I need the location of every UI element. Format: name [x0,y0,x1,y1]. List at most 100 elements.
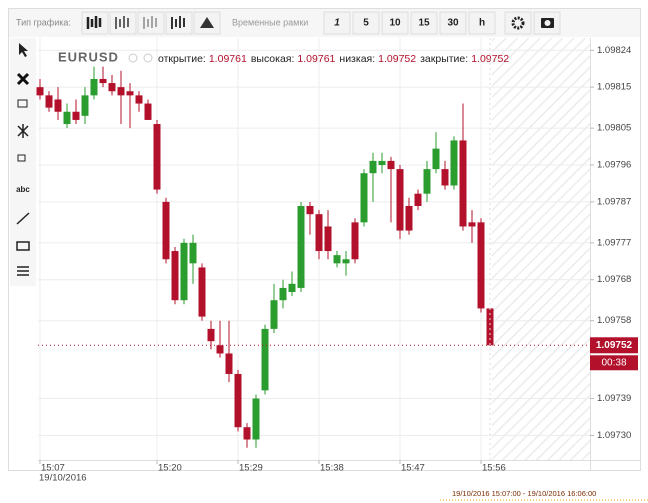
candle-body [405,205,413,231]
last-price-label: 1.09752 [596,340,633,351]
range-label: 19/10/2016 15:07:00 - 19/10/2016 16:06:0… [452,489,596,498]
candle-body [234,373,242,428]
copy-tool[interactable] [17,154,26,162]
gear-icon [511,16,525,30]
candle-body [243,427,251,440]
text-tool[interactable]: abc [16,185,30,194]
candle-body [414,193,422,206]
y-tick-label: 1.09758 [597,315,631,326]
candle-body [216,345,224,354]
icon [115,16,129,29]
magnet-tool[interactable] [17,124,29,138]
candle-body [342,259,350,264]
rect-tool[interactable] [16,241,30,251]
timeframe-text: 5 [363,18,369,29]
x-tick-label: 15:20 [158,463,182,474]
candle-body [297,205,305,288]
bars-button[interactable] [109,11,137,35]
candle-body [369,160,377,174]
timeframe-button[interactable] [323,11,351,35]
candle-body [459,140,467,227]
timeframe-buttons[interactable]: 1 5 10 15 30 h [323,11,496,35]
y-tick-label: 1.09796 [597,160,631,171]
y-tick-label: 1.09768 [597,274,631,285]
timeframe-text: 15 [418,18,430,29]
info-value: 1.09761 [209,53,247,65]
icon [171,16,185,29]
candle-body [90,78,98,96]
y-tick-label: 1.09730 [597,430,631,441]
y-tick-label: 1.09777 [597,237,631,248]
menu-tool[interactable] [17,266,29,276]
chart-type-label: Тип графика: [16,17,71,27]
candle-body [189,242,197,264]
timeframe-button[interactable] [468,11,496,35]
candle-body [378,160,386,166]
cursor-tool[interactable] [19,43,28,57]
candle-body [63,111,71,125]
info-value: 1.09761 [297,53,335,65]
candle-body [441,169,449,186]
candle-body [225,353,233,374]
candle-body [99,78,107,84]
candle-body [135,95,143,104]
info-label: высокая: [251,53,295,65]
y-tick-label: 1.09815 [597,82,631,93]
settings-button[interactable] [504,11,532,35]
y-tick-label: 1.09787 [597,196,631,207]
candles [36,66,494,448]
chart-type-buttons[interactable] [81,11,221,35]
ohlc-info: открытие: 1.09761 высокая: 1.09761 низкая: 1.… [158,53,509,65]
candle-body [207,328,215,342]
x-tick-label: 15:29 [239,463,263,474]
settings-icon[interactable] [143,53,153,63]
candle-body [261,328,269,391]
candle-body [117,87,125,96]
candle-body [72,111,80,120]
icon [143,16,157,29]
timeframe-button[interactable] [439,11,467,35]
candle-body [477,222,485,309]
eye-icon[interactable] [128,53,138,63]
timeframe-label: Временные рамки [232,17,308,27]
candle-body [45,95,53,108]
delete-tool[interactable] [16,72,30,86]
timeframe-button[interactable] [410,11,438,35]
candle-body [423,169,431,194]
candle-body [108,83,116,92]
candle-body [270,300,278,329]
candle-body [324,226,332,252]
candle-body [36,87,44,96]
timeframe-button[interactable] [352,11,380,35]
candle-body [306,205,314,215]
x-tick-label: 15:38 [320,463,344,474]
candle-body [153,124,161,190]
date-label: 19/10/2016 [39,473,87,484]
timeframe-button[interactable] [381,11,409,35]
candle-body [396,169,404,231]
candle-body [81,95,89,116]
candle-body [144,103,152,120]
tool-bar[interactable]: abc [10,38,36,286]
future-area [492,38,590,460]
info-label: низкая: [339,53,375,65]
candle-body [54,99,62,112]
tool-panel [10,38,36,286]
timeframe-text: h [479,18,485,29]
timeframe-text: 10 [389,18,401,29]
x-tick-label: 15:07 [41,463,65,474]
info-label: закрытие: [420,53,468,65]
hollow-button[interactable] [137,11,165,35]
candle-body [315,214,323,252]
line-tool[interactable] [16,212,30,225]
candle-body [252,398,260,440]
candle-body [279,287,287,301]
candle-body [333,255,341,264]
icon [200,17,214,28]
info-label: открытие: [158,53,206,65]
icon [86,16,102,29]
y-tick-label: 1.09805 [597,123,631,134]
zoom-tool[interactable] [17,99,28,108]
